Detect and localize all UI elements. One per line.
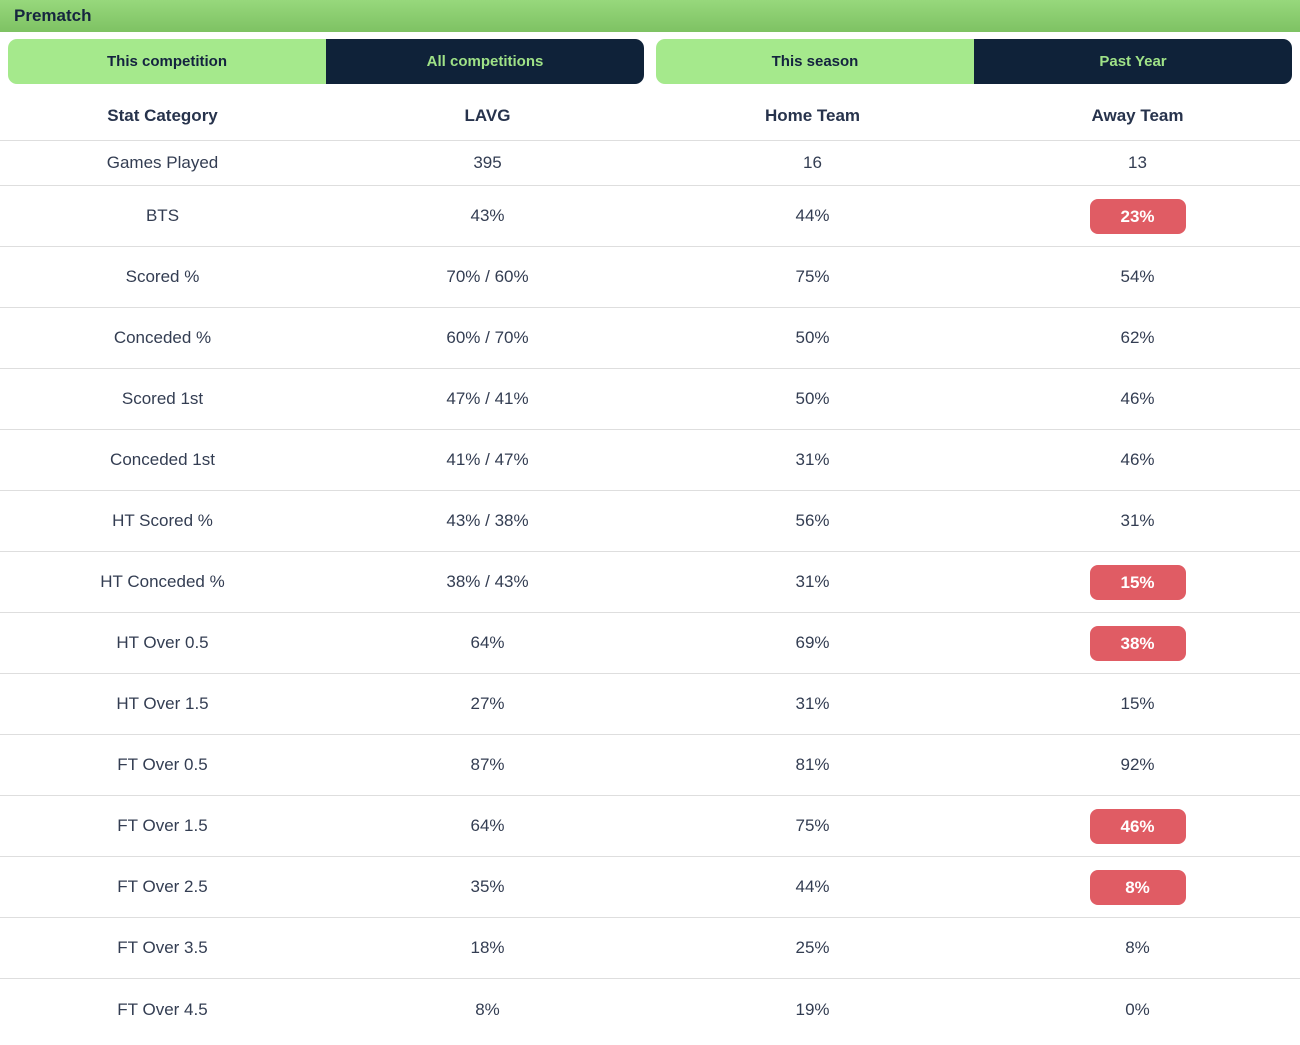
lavg-value: 43% / 38% xyxy=(446,511,529,530)
away-value: 54% xyxy=(1120,267,1155,286)
home-value: 69% xyxy=(795,633,830,652)
lavg-value: 64% xyxy=(470,816,505,835)
lavg-value: 87% xyxy=(470,755,505,774)
table-row: HT Over 0.5 64% 69% 38% xyxy=(0,613,1300,674)
home-value: 50% xyxy=(795,328,830,347)
home-value: 75% xyxy=(795,816,830,835)
stat-category: Conceded % xyxy=(113,328,212,347)
away-value: 23% xyxy=(1089,198,1186,234)
lavg-value: 38% / 43% xyxy=(446,572,529,591)
away-value: 92% xyxy=(1120,755,1155,774)
lavg-value: 64% xyxy=(470,633,505,652)
away-value: 8% xyxy=(1125,938,1150,957)
lavg-value: 18% xyxy=(470,938,505,957)
away-value: 31% xyxy=(1120,511,1155,530)
stat-category: Conceded 1st xyxy=(110,450,215,469)
lavg-value: 41% / 47% xyxy=(446,450,529,469)
lavg-value: 27% xyxy=(470,694,505,713)
stat-category: FT Over 1.5 xyxy=(117,816,208,835)
stat-category: Scored % xyxy=(125,267,200,286)
stat-category: FT Over 0.5 xyxy=(117,755,208,774)
stat-category: HT Over 0.5 xyxy=(116,633,209,652)
stat-category: FT Over 3.5 xyxy=(117,938,208,957)
stat-category: HT Over 1.5 xyxy=(116,694,209,713)
table-row: Conceded % 60% / 70% 50% 62% xyxy=(0,308,1300,369)
column-header-stat-category: Stat Category xyxy=(107,106,218,125)
toggle-this-season[interactable]: This season xyxy=(656,39,974,84)
filter-toggles: This competition All competitions This s… xyxy=(0,39,1300,84)
stat-category: HT Scored % xyxy=(112,511,213,530)
away-value: 46% xyxy=(1120,450,1155,469)
home-value: 16 xyxy=(803,153,822,172)
away-value: 46% xyxy=(1120,389,1155,408)
home-value: 31% xyxy=(795,572,830,591)
lavg-value: 35% xyxy=(470,877,505,896)
away-value: 8% xyxy=(1089,869,1186,905)
column-header-lavg: LAVG xyxy=(464,106,511,125)
column-header-away-team: Away Team xyxy=(1091,106,1184,125)
away-value: 46% xyxy=(1089,808,1186,844)
table-row: FT Over 1.5 64% 75% 46% xyxy=(0,796,1300,857)
lavg-value: 60% / 70% xyxy=(446,328,529,347)
stat-category: FT Over 2.5 xyxy=(117,877,208,896)
toggle-all-competitions[interactable]: All competitions xyxy=(326,39,644,84)
panel-header: Prematch xyxy=(0,0,1300,32)
table-header-row: Stat Category LAVG Home Team Away Team xyxy=(0,92,1300,141)
home-value: 31% xyxy=(795,694,830,713)
lavg-value: 8% xyxy=(475,999,500,1019)
column-header-home-team: Home Team xyxy=(764,106,861,125)
home-value: 19% xyxy=(795,999,830,1019)
toggle-this-competition[interactable]: This competition xyxy=(8,39,326,84)
away-value: 0% xyxy=(1125,999,1150,1019)
home-value: 44% xyxy=(795,877,830,896)
table-row: Games Played 395 16 13 xyxy=(0,141,1300,186)
lavg-value: 43% xyxy=(470,206,505,225)
toggle-past-year[interactable]: Past Year xyxy=(974,39,1292,84)
table-row: HT Scored % 43% / 38% 56% 31% xyxy=(0,491,1300,552)
table-row: FT Over 2.5 35% 44% 8% xyxy=(0,857,1300,918)
stat-category: Games Played xyxy=(106,153,219,172)
table-row: FT Over 3.5 18% 25% 8% xyxy=(0,918,1300,979)
home-value: 50% xyxy=(795,389,830,408)
lavg-value: 70% / 60% xyxy=(446,267,529,286)
table-row: Scored % 70% / 60% 75% 54% xyxy=(0,247,1300,308)
competition-toggle-group: This competition All competitions xyxy=(8,39,644,84)
away-value: 15% xyxy=(1089,564,1186,600)
stat-category: FT Over 4.5 xyxy=(117,999,208,1019)
stat-category: Scored 1st xyxy=(121,389,204,408)
table-row: BTS 43% 44% 23% xyxy=(0,186,1300,247)
season-toggle-group: This season Past Year xyxy=(656,39,1292,84)
home-value: 25% xyxy=(795,938,830,957)
stat-category: HT Conceded % xyxy=(100,572,225,591)
home-value: 75% xyxy=(795,267,830,286)
table-row: FT Over 4.5 8% 19% 0% xyxy=(0,979,1300,1040)
home-value: 44% xyxy=(795,206,830,225)
away-value: 13 xyxy=(1128,153,1147,172)
away-value: 15% xyxy=(1120,694,1155,713)
table-row: FT Over 0.5 87% 81% 92% xyxy=(0,735,1300,796)
lavg-value: 47% / 41% xyxy=(446,389,529,408)
home-value: 81% xyxy=(795,755,830,774)
table-row: HT Over 1.5 27% 31% 15% xyxy=(0,674,1300,735)
away-value: 38% xyxy=(1089,625,1186,661)
stats-table: Stat Category LAVG Home Team Away Team G… xyxy=(0,92,1300,1040)
stat-category: BTS xyxy=(145,206,180,225)
home-value: 31% xyxy=(795,450,830,469)
home-value: 56% xyxy=(795,511,830,530)
panel-title: Prematch xyxy=(14,6,92,25)
away-value: 62% xyxy=(1120,328,1155,347)
table-row: Conceded 1st 41% / 47% 31% 46% xyxy=(0,430,1300,491)
table-row: HT Conceded % 38% / 43% 31% 15% xyxy=(0,552,1300,613)
table-row: Scored 1st 47% / 41% 50% 46% xyxy=(0,369,1300,430)
lavg-value: 395 xyxy=(473,153,502,172)
